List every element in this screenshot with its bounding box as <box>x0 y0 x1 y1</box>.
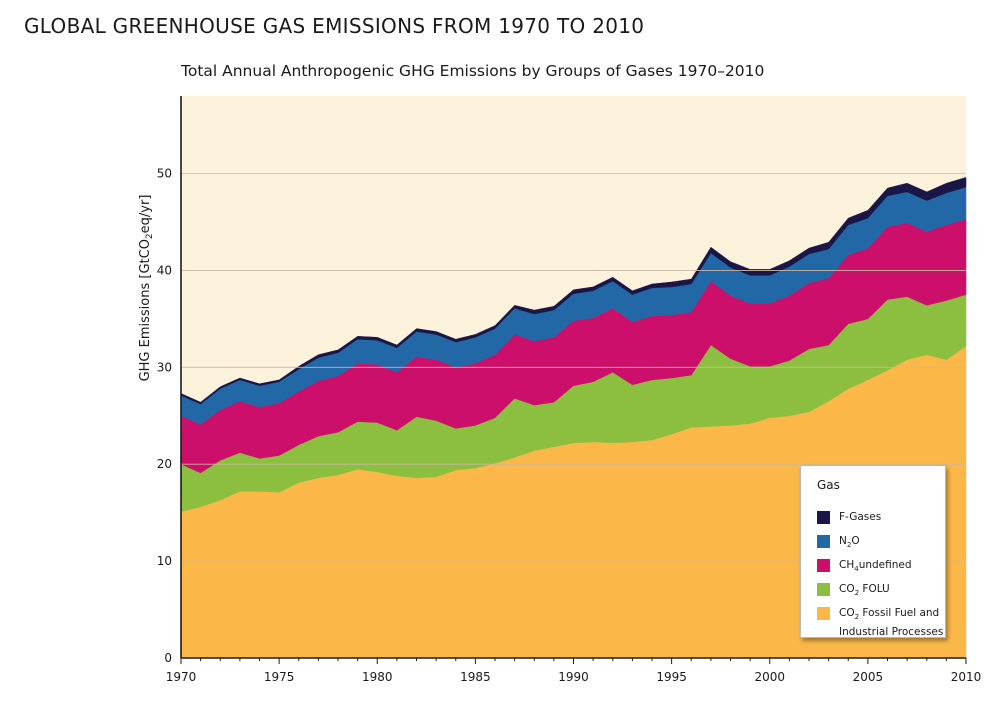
legend-title: Gas <box>817 478 840 492</box>
y-tick-label: 0 <box>164 651 172 665</box>
y-tick-label: 40 <box>157 263 172 277</box>
area-f-gases <box>180 177 967 405</box>
page-title: GLOBAL GREENHOUSE GAS EMISSIONS FROM 197… <box>24 14 645 38</box>
legend-item-ch4: CH4undefined <box>817 558 912 577</box>
chart-title: Total Annual Anthropogenic GHG Emissions… <box>181 62 765 80</box>
legend-swatch <box>817 607 830 620</box>
legend-swatch <box>817 559 830 572</box>
legend-swatch <box>817 535 830 548</box>
legend-label: CO2 Fossil Fuel and Industrial Processes <box>839 607 944 639</box>
legend: Gas F-Gases N2O CH4undefined CO2 FOLU CO2 Fo… <box>800 465 946 638</box>
legend-label: F-Gases <box>839 511 882 523</box>
legend-item-f-gases: F-Gases <box>817 510 881 525</box>
legend-swatch <box>817 583 830 596</box>
legend-swatch <box>817 511 830 524</box>
legend-label: N2O <box>839 535 860 550</box>
y-tick-label: 10 <box>157 554 172 568</box>
legend-item-co2-folu: CO2 FOLU <box>817 582 890 601</box>
x-tick-label: 1990 <box>558 670 589 684</box>
x-tick-label: 2005 <box>853 670 884 684</box>
x-tick-label: 1980 <box>362 670 393 684</box>
legend-label: CO2 FOLU <box>839 583 890 598</box>
y-axis-title: GHG Emissions [GtCO2eq/yr] <box>138 195 155 382</box>
legend-item-co2-fossil-fuel-and-industrial-processes: CO2 Fossil Fuel and Industrial Processes <box>817 606 943 640</box>
legend-item-n2o: N2O <box>817 534 860 553</box>
x-tick-label: 1995 <box>656 670 687 684</box>
x-tick-label: 2010 <box>951 670 982 684</box>
x-tick-label: 1975 <box>264 670 295 684</box>
x-tick-label: 1970 <box>166 670 197 684</box>
legend-label: CH4undefined <box>839 559 912 574</box>
y-tick-label: 20 <box>157 457 172 471</box>
x-tick-label: 2000 <box>754 670 785 684</box>
x-tick-label: 1985 <box>460 670 491 684</box>
y-tick-label: 50 <box>157 167 172 181</box>
y-tick-label: 30 <box>157 360 172 374</box>
